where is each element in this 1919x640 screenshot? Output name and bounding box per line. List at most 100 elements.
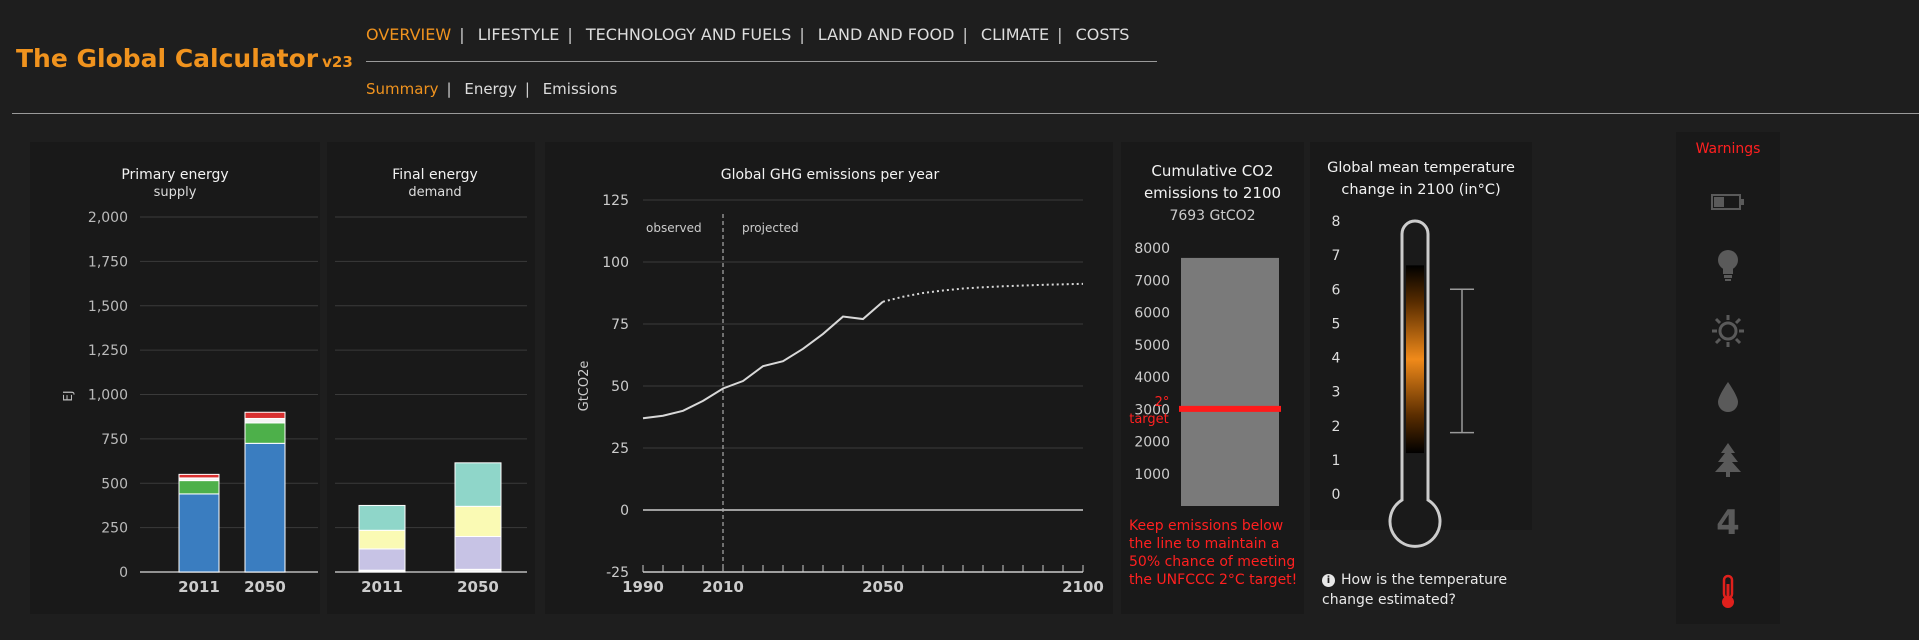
y-tick-label: 750 <box>101 432 128 448</box>
main-nav: OVERVIEW | LIFESTYLE | TECHNOLOGY AND FUEL… <box>366 25 1130 44</box>
x-tick-label: 2010 <box>702 578 744 596</box>
bar-segment <box>358 548 406 571</box>
ghg-panel <box>545 142 1113 614</box>
drop-icon[interactable] <box>1710 379 1746 415</box>
y-tick-label: 1,250 <box>88 343 128 359</box>
app-version: v23 <box>322 53 353 71</box>
tree-icon[interactable] <box>1710 442 1746 478</box>
battery-icon[interactable] <box>1710 184 1746 220</box>
y-tick-label: 1,750 <box>88 254 128 270</box>
target-label: 2° <box>1155 395 1170 410</box>
y-tick-label: 3 <box>1332 385 1341 401</box>
y-tick-label: 8000 <box>1134 241 1170 257</box>
y-tick-label: 0 <box>119 565 128 581</box>
y-tick-label: 75 <box>611 317 629 333</box>
subtab-energy[interactable]: Energy <box>464 80 517 98</box>
target-note: Keep emissions below the line to maintai… <box>1129 518 1298 588</box>
chart-title-line: Global mean temperature <box>1327 160 1515 176</box>
y-tick-label: 1,500 <box>88 299 128 315</box>
temperature-question-text: How is the temperature change estimated? <box>1322 572 1508 608</box>
final-energy-title: Final energy demand <box>360 166 510 202</box>
number-4-icon[interactable]: 4 <box>1716 503 1740 543</box>
bar-segment <box>178 480 220 495</box>
y-tick-label: 3000 <box>1134 402 1170 418</box>
y-tick-label: 6000 <box>1134 306 1170 322</box>
thermometer-icon[interactable] <box>1710 574 1746 610</box>
y-tick-label: 2,000 <box>88 210 128 226</box>
cumulative-bar <box>1181 257 1279 506</box>
chart-title-line: Cumulative CO2 <box>1151 162 1274 180</box>
tab-lifestyle[interactable]: LIFESTYLE <box>477 25 560 44</box>
nav-divider <box>366 61 1157 62</box>
x-tick-label: 2011 <box>178 578 220 596</box>
x-tick-label: 2100 <box>1062 578 1104 596</box>
tab-climate[interactable]: CLIMATE <box>980 25 1050 44</box>
bar-segment <box>454 462 502 507</box>
chart-title-line: change in 2100 (in°C) <box>1341 182 1501 198</box>
y-tick-label: 0 <box>1332 487 1341 503</box>
y-tick-label: 25 <box>611 441 629 457</box>
warnings-title: Warnings <box>1695 141 1761 157</box>
annotation-observed: observed <box>646 221 702 235</box>
lightbulb-icon[interactable] <box>1710 247 1746 283</box>
cumulative-title: Cumulative CO2 emissions to 2100 7693 Gt… <box>1121 160 1304 227</box>
ghg-title: Global GHG emissions per year <box>720 167 940 183</box>
bar-segment <box>358 529 406 550</box>
warnings-panel <box>1676 132 1780 624</box>
cumulative-value: 7693 GtCO2 <box>1169 208 1256 224</box>
target-label: target <box>1129 412 1169 427</box>
subtab-emissions[interactable]: Emissions <box>542 80 618 98</box>
bar-segment <box>358 504 406 531</box>
temperature-gradient <box>1406 265 1424 454</box>
chart-title-line: emissions to 2100 <box>1143 184 1282 202</box>
chart-title: Primary energy <box>121 167 229 183</box>
y-tick-label: 5000 <box>1134 338 1170 354</box>
y-tick-label: 7000 <box>1134 273 1170 289</box>
temperature-title: Global mean temperature change in 2100 (… <box>1310 157 1532 201</box>
app-title: The Global Calculator v23 <box>16 44 353 73</box>
annotation-projected: projected <box>742 221 799 235</box>
y-tick-label: 4000 <box>1134 370 1170 386</box>
info-icon: i <box>1322 574 1335 587</box>
bar-segment <box>178 473 220 479</box>
tab-costs[interactable]: COSTS <box>1075 25 1130 44</box>
sub-nav: Summary | Energy | Emissions <box>366 80 618 98</box>
y-tick-label: 250 <box>101 521 128 537</box>
y-axis-label: EJ <box>61 390 75 401</box>
sun-icon[interactable] <box>1710 313 1746 349</box>
y-tick-label: 7 <box>1332 248 1341 264</box>
bar-segment <box>244 442 286 573</box>
y-tick-label: 4 <box>1332 351 1341 367</box>
chart-subtitle: supply <box>153 185 197 200</box>
subtab-summary[interactable]: Summary <box>366 80 439 98</box>
header-divider <box>12 113 1919 114</box>
tab-technology-and-fuels[interactable]: TECHNOLOGY AND FUELS <box>585 25 792 44</box>
chart-subtitle: demand <box>408 185 462 200</box>
y-tick-label: 6 <box>1332 282 1341 298</box>
y-tick-label: 2 <box>1332 419 1341 435</box>
chart-title: Final energy <box>392 167 478 183</box>
y-tick-label: 100 <box>602 255 629 271</box>
bar-segment <box>454 505 502 538</box>
y-tick-label: 500 <box>101 476 128 492</box>
y-tick-label: 1 <box>1332 453 1341 469</box>
ghg-series-line <box>882 282 1084 303</box>
y-tick-label: 1000 <box>1134 467 1170 483</box>
y-tick-label: 2000 <box>1134 435 1170 451</box>
y-tick-label: 5 <box>1332 316 1341 332</box>
y-tick-label: 125 <box>602 193 629 209</box>
ghg-series-line <box>642 300 884 420</box>
y-tick-label: 0 <box>620 503 629 519</box>
bar-segment <box>454 536 502 570</box>
y-tick-label: -25 <box>606 565 629 581</box>
bar-segment <box>244 422 286 444</box>
y-axis-label: GtCO2e <box>577 361 592 412</box>
app-name: The Global Calculator <box>16 44 319 73</box>
y-tick-label: 50 <box>611 379 629 395</box>
temperature-question[interactable]: i How is the temperature change estimated… <box>1322 570 1522 610</box>
tab-overview[interactable]: OVERVIEW <box>366 25 452 44</box>
x-tick-label: 2050 <box>244 578 286 596</box>
y-tick-label: 1,000 <box>88 388 128 404</box>
tab-land-and-food[interactable]: LAND AND FOOD <box>817 25 955 44</box>
